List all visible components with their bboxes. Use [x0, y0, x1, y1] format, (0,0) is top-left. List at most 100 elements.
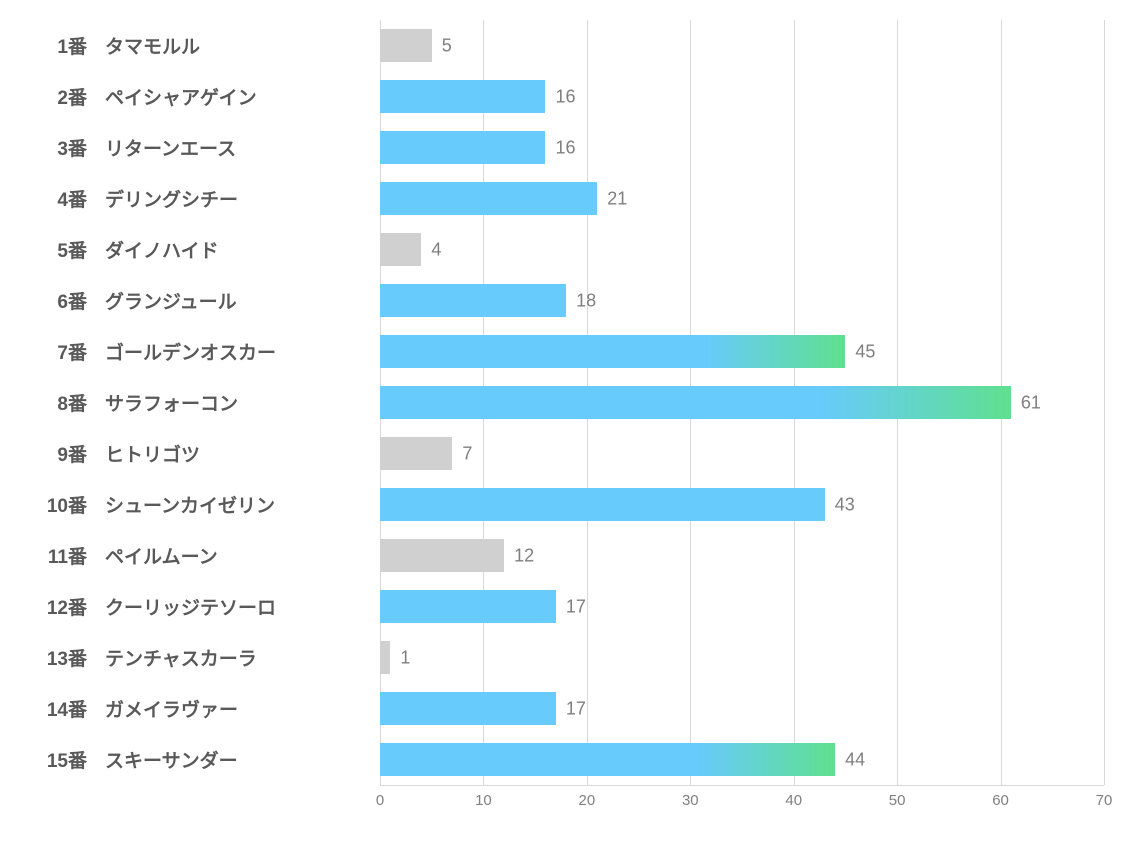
- bar-cell: 5: [380, 20, 1104, 71]
- bar-fill: [380, 335, 845, 368]
- bar-cell: 61: [380, 377, 1104, 428]
- chart-x-axis: 010203040506070: [30, 785, 1104, 815]
- row-number: 15番: [30, 746, 105, 773]
- bar: 5: [380, 29, 432, 62]
- bar-value-label: 43: [825, 494, 855, 515]
- row-label: 1番タマモルル: [30, 32, 380, 59]
- bar-value-label: 61: [1011, 392, 1041, 413]
- bar-fill: [380, 437, 452, 470]
- row-label: 3番リターンエース: [30, 134, 380, 161]
- chart-row: 6番グランジュール18: [30, 275, 1104, 326]
- bar-value-label: 16: [545, 86, 575, 107]
- row-name: シューンカイゼリン: [105, 491, 275, 518]
- horse-bar-chart: 1番タマモルル52番ペイシャアゲイン163番リターンエース164番デリングシチー…: [30, 20, 1104, 830]
- bar-fill: [380, 692, 556, 725]
- bar-cell: 44: [380, 734, 1104, 785]
- bar-value-label: 18: [566, 290, 596, 311]
- chart-plot-area: 1番タマモルル52番ペイシャアゲイン163番リターンエース164番デリングシチー…: [30, 20, 1104, 785]
- row-label: 4番デリングシチー: [30, 185, 380, 212]
- bar-fill: [380, 590, 556, 623]
- bar-fill: [380, 131, 545, 164]
- bar: 44: [380, 743, 835, 776]
- row-name: テンチャスカーラ: [105, 644, 257, 671]
- row-number: 7番: [30, 338, 105, 365]
- row-label: 2番ペイシャアゲイン: [30, 83, 380, 110]
- bar: 43: [380, 488, 825, 521]
- bar: 18: [380, 284, 566, 317]
- bar-cell: 16: [380, 122, 1104, 173]
- row-label: 13番テンチャスカーラ: [30, 644, 380, 671]
- x-axis-tick-label: 20: [579, 792, 596, 809]
- row-number: 6番: [30, 287, 105, 314]
- chart-row: 4番デリングシチー21: [30, 173, 1104, 224]
- bar-fill: [380, 182, 597, 215]
- row-number: 5番: [30, 236, 105, 263]
- row-number: 1番: [30, 32, 105, 59]
- bar-cell: 4: [380, 224, 1104, 275]
- bar-fill: [380, 488, 825, 521]
- bar-fill: [380, 641, 390, 674]
- bar-value-label: 5: [432, 35, 452, 56]
- row-name: リターンエース: [105, 134, 236, 161]
- bar-value-label: 44: [835, 749, 865, 770]
- row-name: ペイシャアゲイン: [105, 83, 257, 110]
- bar-cell: 43: [380, 479, 1104, 530]
- bar-value-label: 17: [556, 596, 586, 617]
- row-label: 12番クーリッジテソーロ: [30, 593, 380, 620]
- row-number: 10番: [30, 491, 105, 518]
- row-label: 15番スキーサンダー: [30, 746, 380, 773]
- bar: 1: [380, 641, 390, 674]
- bar-value-label: 45: [845, 341, 875, 362]
- chart-row: 2番ペイシャアゲイン16: [30, 71, 1104, 122]
- bar: 45: [380, 335, 845, 368]
- row-number: 11番: [30, 542, 105, 569]
- x-axis-tick-label: 50: [889, 792, 906, 809]
- bar-value-label: 17: [556, 698, 586, 719]
- bar: 16: [380, 80, 545, 113]
- row-name: サラフォーコン: [105, 389, 238, 416]
- bar-fill: [380, 386, 1011, 419]
- bar-cell: 17: [380, 683, 1104, 734]
- row-name: ゴールデンオスカー: [105, 338, 276, 365]
- row-label: 6番グランジュール: [30, 287, 380, 314]
- row-label: 9番ヒトリゴツ: [30, 440, 380, 467]
- bar-fill: [380, 284, 566, 317]
- chart-row: 15番スキーサンダー44: [30, 734, 1104, 785]
- row-name: グランジュール: [105, 287, 237, 314]
- row-number: 13番: [30, 644, 105, 671]
- bar-cell: 16: [380, 71, 1104, 122]
- chart-row: 8番サラフォーコン 61: [30, 377, 1104, 428]
- bar-value-label: 16: [545, 137, 575, 158]
- row-label: 10番シューンカイゼリン: [30, 491, 380, 518]
- row-label: 5番ダイノハイド: [30, 236, 380, 263]
- bar-value-label: 4: [421, 239, 441, 260]
- gridline: [1104, 20, 1105, 785]
- row-number: 14番: [30, 695, 105, 722]
- row-name: ヒトリゴツ: [105, 440, 200, 467]
- row-number: 2番: [30, 83, 105, 110]
- row-name: クーリッジテソーロ: [105, 593, 276, 620]
- row-name: タマモルル: [105, 32, 200, 59]
- chart-row: 12番クーリッジテソーロ 17: [30, 581, 1104, 632]
- chart-row: 3番リターンエース16: [30, 122, 1104, 173]
- row-number: 9番: [30, 440, 105, 467]
- bar-cell: 21: [380, 173, 1104, 224]
- x-axis-tick-label: 0: [376, 792, 384, 809]
- chart-row: 13番テンチャスカーラ1: [30, 632, 1104, 683]
- bar-cell: 7: [380, 428, 1104, 479]
- bar: 21: [380, 182, 597, 215]
- chart-row: 11番ペイルムーン12: [30, 530, 1104, 581]
- row-name: スキーサンダー: [105, 746, 238, 773]
- bar-cell: 18: [380, 275, 1104, 326]
- row-label: 14番ガメイラヴァー: [30, 695, 380, 722]
- bar: 12: [380, 539, 504, 572]
- row-label: 7番ゴールデンオスカー: [30, 338, 380, 365]
- chart-x-axis-ticks: 010203040506070: [380, 785, 1104, 815]
- bar: 16: [380, 131, 545, 164]
- row-number: 8番: [30, 389, 105, 416]
- row-name: ダイノハイド: [105, 236, 219, 263]
- row-name: ガメイラヴァー: [105, 695, 238, 722]
- bar-fill: [380, 80, 545, 113]
- bar-value-label: 12: [504, 545, 534, 566]
- row-label: 11番ペイルムーン: [30, 542, 380, 569]
